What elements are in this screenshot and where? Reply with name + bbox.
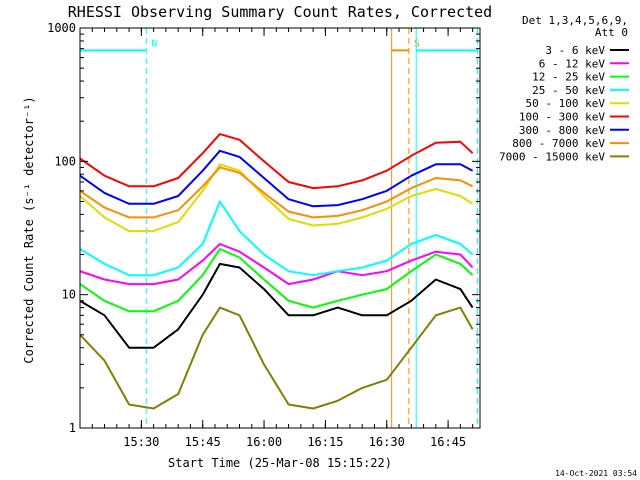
series-line-4	[80, 163, 474, 233]
y-tick-label: 1	[69, 421, 76, 435]
legend-label-2: 12 - 25 keV	[532, 71, 605, 84]
legend-label-3: 25 - 50 keV	[532, 84, 605, 97]
x-tick-label: 15:30	[123, 435, 159, 449]
legend-label-7: 800 - 7000 keV	[512, 137, 605, 150]
legend-label-5: 100 - 300 keV	[519, 111, 605, 124]
legend-label-6: 300 - 800 keV	[519, 124, 605, 137]
timestamp: 14-Oct-2021 03:54	[555, 469, 637, 478]
y-tick-label: 100	[54, 154, 76, 168]
legend-header-line-2: Att 0	[595, 26, 628, 39]
x-tick-label: 16:00	[246, 435, 282, 449]
y-axis-label: Corrected Count Rate (s⁻¹ detector⁻¹)	[22, 96, 36, 363]
axis-layer: 1 10 100 1000 15:30 15:45 16:00 16:15 16:30 16:45	[47, 21, 480, 449]
series-line-6	[80, 149, 474, 208]
series-line-1	[80, 243, 474, 286]
x-tick-label: 15:45	[185, 435, 221, 449]
series-line-3	[80, 200, 474, 277]
legend-label-1: 6 - 12 keV	[539, 57, 606, 70]
x-axis-label: Start Time (25-Mar-08 15:15:22)	[168, 456, 392, 470]
marker-label-0: N	[151, 38, 157, 49]
x-tick-label: 16:45	[430, 435, 466, 449]
legend-label-0: 3 - 6 keV	[545, 44, 605, 57]
series-layer	[80, 133, 474, 410]
legend-label-4: 50 - 100 keV	[526, 97, 606, 110]
x-tick-label: 16:30	[369, 435, 405, 449]
plot-frame	[79, 27, 481, 429]
series-line-2	[80, 248, 474, 313]
legend-header-line-1: Det 1,3,4,5,6,9,	[522, 14, 628, 27]
series-line-7	[80, 166, 474, 219]
y-tick-label: 10	[62, 288, 76, 302]
series-line-5	[80, 133, 474, 190]
series-line-8	[80, 306, 474, 410]
legend-label-8: 7000 - 15000 keV	[499, 150, 605, 163]
series-line-0	[80, 262, 474, 349]
x-tick-label: 16:15	[307, 435, 343, 449]
y-tick-label: 1000	[47, 21, 76, 35]
marker-label-1: S	[414, 38, 420, 49]
chart-title: RHESSI Observing Summary Count Rates, Co…	[68, 3, 492, 21]
